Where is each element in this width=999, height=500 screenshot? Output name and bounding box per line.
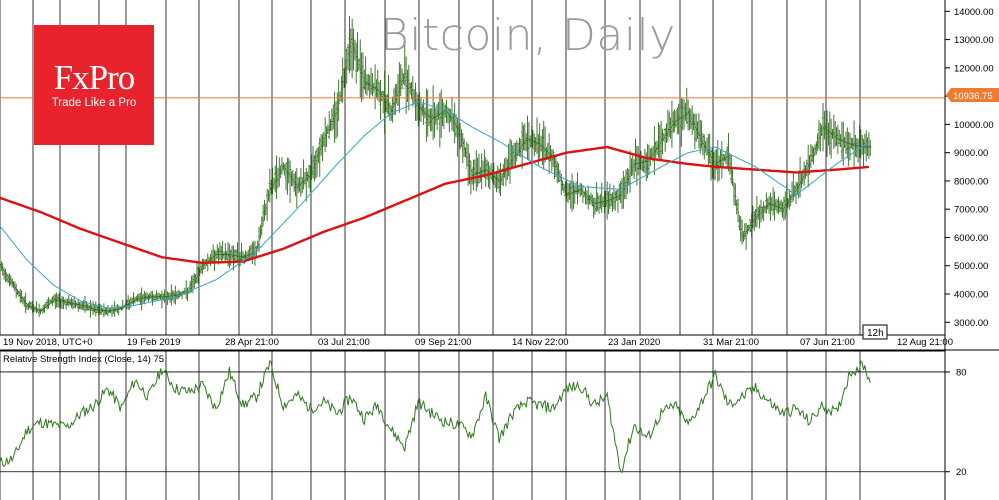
rsi-tick-label: 20 [956, 467, 967, 478]
time-tick-label: 23 Jan 2020 [608, 337, 660, 348]
price-axis-labels: 3000.00 4000.00 5000.00 6000.00 7000.00 8000.… [945, 7, 994, 329]
timeframe-badge-box [862, 324, 888, 340]
last-price-tag-shape [946, 88, 999, 102]
price-tick-label: 8000.00 [954, 176, 988, 187]
fxpro-logo: FxPro Trade Like a Pro [34, 25, 154, 145]
time-tick-label: 14 Nov 22:00 [512, 337, 569, 348]
rsi-title: Relative Strength Index (Close, 14) 75 [3, 354, 164, 365]
price-tick-label: 6000.00 [954, 233, 988, 244]
time-axis-labels: 19 Nov 2018, UTC+0 19 Feb 2019 28 Apr 21:0… [3, 337, 953, 348]
time-tick-label: 09 Sep 21:00 [415, 337, 472, 348]
price-tick-label: 14000.00 [954, 7, 994, 18]
timeframe-badge[interactable]: 12h [862, 324, 888, 340]
logo-brand: FxPro [53, 58, 136, 97]
price-tick-label: 4000.00 [954, 290, 988, 301]
vertical-gridlines [0, 0, 861, 500]
price-tick-label: 10000.00 [954, 120, 994, 131]
price-bars [0, 16, 872, 318]
ma-slow-line [0, 145, 869, 265]
logo-tagline: Trade Like a Pro [51, 97, 137, 109]
rsi-axis-labels: 80 20 [945, 367, 967, 478]
price-tick-label: 13000.00 [954, 35, 994, 46]
rsi-line [0, 359, 871, 474]
price-tick-label: 7000.00 [954, 205, 988, 216]
time-tick-label: 03 Jul 21:00 [318, 337, 370, 348]
price-tick-label: 3000.00 [954, 318, 988, 329]
time-tick-label: 19 Feb 2019 [127, 337, 180, 348]
last-price-tag-label: 10936.75 [953, 91, 993, 102]
timeframe-badge-label: 12h [867, 328, 884, 339]
time-tick-label: 19 Nov 2018, UTC+0 [3, 337, 93, 348]
price-tick-label: 12000.00 [954, 63, 994, 74]
watermark-title: Bitcoin, Daily [380, 10, 676, 61]
time-tick-label: 28 Apr 21:00 [225, 337, 279, 348]
ma-fast-line [0, 101, 870, 309]
time-tick-label: 07 Jun 21:00 [800, 337, 855, 348]
price-tick-label: 9000.00 [954, 148, 988, 159]
rsi-level-lines [0, 371, 945, 473]
price-tick-label: 5000.00 [954, 261, 988, 272]
time-tick-label: 12 Aug 21:00 [897, 337, 953, 348]
rsi-tick-label: 80 [956, 367, 967, 378]
time-tick-label: 31 Mar 21:00 [703, 337, 759, 348]
last-price-tag: 10936.75 [946, 88, 999, 102]
